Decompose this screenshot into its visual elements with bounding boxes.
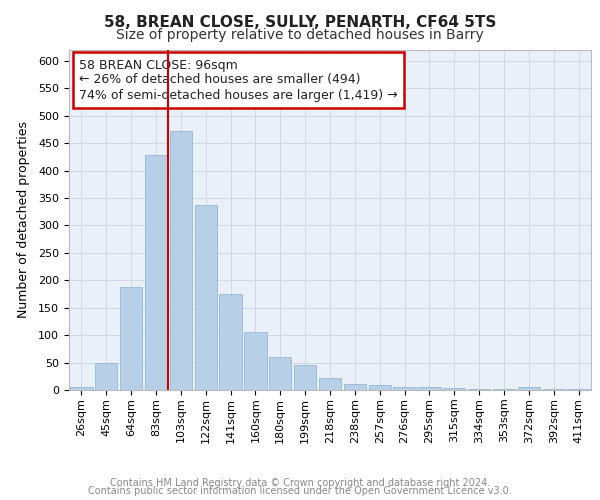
- Bar: [145, 156, 167, 390]
- Bar: [120, 288, 142, 390]
- Bar: [443, 388, 466, 390]
- Text: Contains public sector information licensed under the Open Government Licence v3: Contains public sector information licen…: [88, 486, 512, 496]
- Bar: [319, 378, 341, 390]
- Bar: [368, 384, 391, 390]
- Bar: [269, 357, 292, 390]
- Bar: [70, 388, 92, 390]
- Text: Size of property relative to detached houses in Barry: Size of property relative to detached ho…: [116, 28, 484, 42]
- Bar: [344, 384, 366, 390]
- Bar: [244, 332, 266, 390]
- Bar: [170, 130, 192, 390]
- Text: Contains HM Land Registry data © Crown copyright and database right 2024.: Contains HM Land Registry data © Crown c…: [110, 478, 490, 488]
- Bar: [468, 389, 490, 390]
- Text: 58 BREAN CLOSE: 96sqm
← 26% of detached houses are smaller (494)
74% of semi-det: 58 BREAN CLOSE: 96sqm ← 26% of detached …: [79, 58, 398, 102]
- Bar: [194, 205, 217, 390]
- Bar: [294, 366, 316, 390]
- Y-axis label: Number of detached properties: Number of detached properties: [17, 122, 30, 318]
- Bar: [220, 294, 242, 390]
- Bar: [394, 388, 416, 390]
- Bar: [418, 388, 440, 390]
- Text: 58, BREAN CLOSE, SULLY, PENARTH, CF64 5TS: 58, BREAN CLOSE, SULLY, PENARTH, CF64 5T…: [104, 15, 496, 30]
- Bar: [95, 362, 118, 390]
- Bar: [518, 386, 540, 390]
